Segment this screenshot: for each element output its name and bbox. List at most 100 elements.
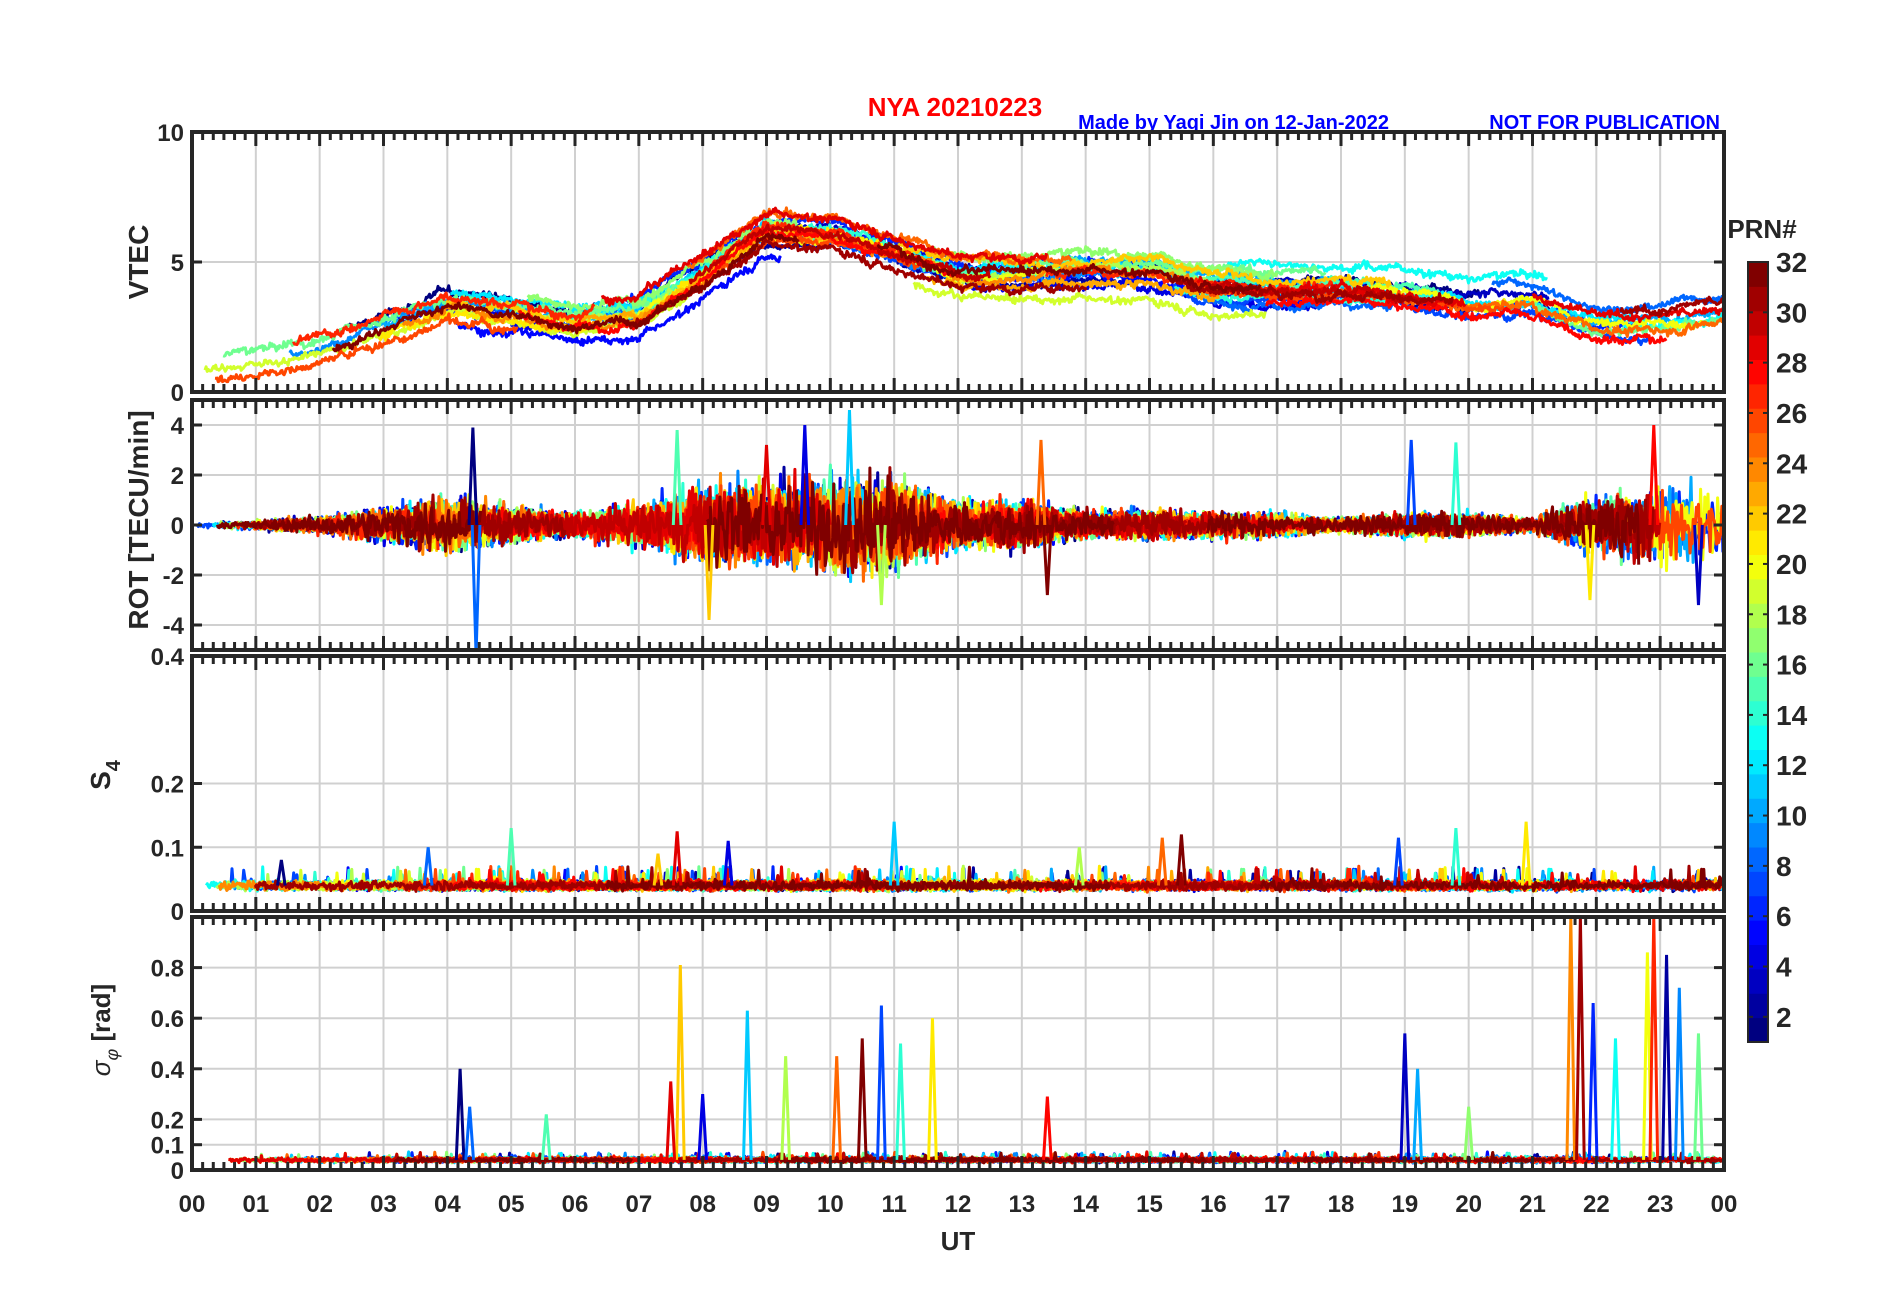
spike-mark	[1073, 847, 1085, 886]
spike-mark	[671, 429, 683, 526]
y-tick-label: 0.1	[151, 1133, 184, 1160]
x-tick-label: 06	[562, 1191, 589, 1218]
series-line-prn-32	[1205, 500, 1641, 565]
x-tick-label: 14	[1072, 1191, 1099, 1218]
spike-mark	[1584, 524, 1596, 601]
colorbar-segment	[1748, 432, 1768, 458]
y-tick-label: 5	[171, 250, 184, 277]
spike-mark	[1450, 828, 1462, 886]
x-tick-label: 13	[1008, 1191, 1035, 1218]
colorbar-segment	[1748, 968, 1768, 994]
series-line-prn-32	[393, 1152, 633, 1165]
colorbar-segment	[1748, 603, 1768, 629]
colorbar-segment	[1748, 773, 1768, 799]
series-line-prn-32	[331, 232, 800, 353]
spike-mark	[1575, 917, 1586, 1160]
y-tick-label: 0.1	[151, 835, 184, 862]
series-line-prn-32	[605, 865, 1111, 893]
x-tick-label: 03	[370, 1191, 397, 1218]
colorbar-tick-label: 24	[1776, 448, 1808, 479]
x-tick-label: 00	[179, 1191, 206, 1218]
series-line-prn-31	[1173, 278, 1454, 306]
colorbar-segment	[1748, 920, 1768, 945]
colorbar-segment	[1748, 700, 1768, 726]
panel-sig: 00.10.2 0.4 0.6 0.8 σφ [rad]	[86, 915, 1726, 1185]
y-tick-label: 0.2	[151, 1107, 184, 1134]
spike-mark	[1693, 1033, 1704, 1160]
spike-mark	[876, 1005, 887, 1160]
spike-mark	[1610, 1038, 1621, 1160]
spike-mark	[876, 524, 887, 606]
panel-rot: -4 -2 0 2 4 ROT [TECU/min]	[123, 398, 1726, 652]
spike-mark	[1412, 1068, 1423, 1160]
colorbar-segment	[1748, 676, 1768, 702]
y-tick-label: 0.4	[151, 1057, 185, 1084]
x-tick-label: 16	[1200, 1191, 1227, 1218]
plot-title: NYA 20210223	[868, 92, 1042, 122]
colorbar-tick-label: 14	[1776, 700, 1808, 731]
series-line-prn-5	[455, 253, 782, 347]
x-tick-label: 10	[817, 1191, 844, 1218]
colorbar-tick-label: 4	[1776, 952, 1792, 983]
colorbar-segment	[1748, 725, 1768, 750]
spike-mark	[422, 847, 434, 886]
colorbar-frame	[1747, 261, 1769, 1043]
x-axis-label: UT	[941, 1226, 976, 1256]
series-line-prn-29	[600, 206, 1048, 307]
x-tick-label: 11	[881, 1191, 906, 1218]
spike-mark	[1587, 1002, 1599, 1160]
x-tick-label: 02	[306, 1191, 333, 1218]
y-tick-label: 4	[171, 413, 185, 440]
panel-s4: 0 0.1 0.2 0.4 S4	[85, 644, 1726, 926]
spike-mark	[697, 1094, 708, 1160]
series-line-prn-32	[215, 502, 482, 553]
spike-mark	[856, 1038, 868, 1160]
series-line-prn-32	[876, 241, 1262, 294]
x-tick-label: 07	[625, 1191, 652, 1218]
y-tick-label: -2	[163, 563, 184, 590]
colorbar-tick-label: 8	[1776, 851, 1792, 882]
spike-mark	[888, 821, 900, 886]
colorbar-tick-label: 2	[1776, 1002, 1792, 1033]
y-axis-label: ROT [TECU/min]	[123, 410, 154, 629]
spike-mark	[844, 409, 855, 526]
y-tick-label: 0	[171, 513, 184, 540]
colorbar-tick-label: 30	[1776, 297, 1807, 328]
spike-mark	[1042, 524, 1053, 596]
series-line-prn-8	[1491, 276, 1724, 316]
spike-mark	[780, 1056, 791, 1160]
series-line-prn-29	[1531, 292, 1724, 324]
colorbar-segment	[1748, 262, 1768, 287]
x-tick-label: 23	[1647, 1191, 1674, 1218]
colorbar-segment	[1748, 335, 1768, 360]
colorbar-label: PRN#	[1727, 214, 1797, 244]
y-tick-label: 2	[171, 463, 184, 490]
colorbar-segment	[1748, 847, 1768, 872]
y-tick-label: 0.4	[151, 644, 185, 671]
colorbar-segment	[1748, 457, 1768, 482]
colorbar-tick-label: 22	[1776, 499, 1807, 530]
series-line-prn-28	[1265, 294, 1668, 346]
spike-mark	[895, 1043, 906, 1160]
spike-mark	[652, 853, 664, 886]
spike-mark	[831, 1056, 843, 1160]
spike-mark	[464, 1106, 476, 1160]
colorbar-segment	[1748, 798, 1768, 824]
x-tick-label: 19	[1391, 1191, 1418, 1218]
spike-mark	[1520, 821, 1532, 886]
series-line-prn-30	[688, 223, 992, 285]
panel-vtec: 0 5 10 VTEC	[123, 120, 1726, 407]
series-group	[203, 206, 1724, 384]
y-axis-label: σφ [rad]	[86, 984, 122, 1076]
spike-mark	[761, 444, 772, 526]
y-tick-label: 0	[171, 380, 184, 407]
colorbar-segment	[1748, 749, 1768, 775]
x-tick-label: 04	[434, 1191, 461, 1218]
spike-mark	[703, 524, 715, 621]
x-tick-label: 12	[945, 1191, 972, 1218]
x-tick-label: 21	[1519, 1191, 1546, 1218]
y-tick-label: 0.2	[151, 772, 184, 799]
